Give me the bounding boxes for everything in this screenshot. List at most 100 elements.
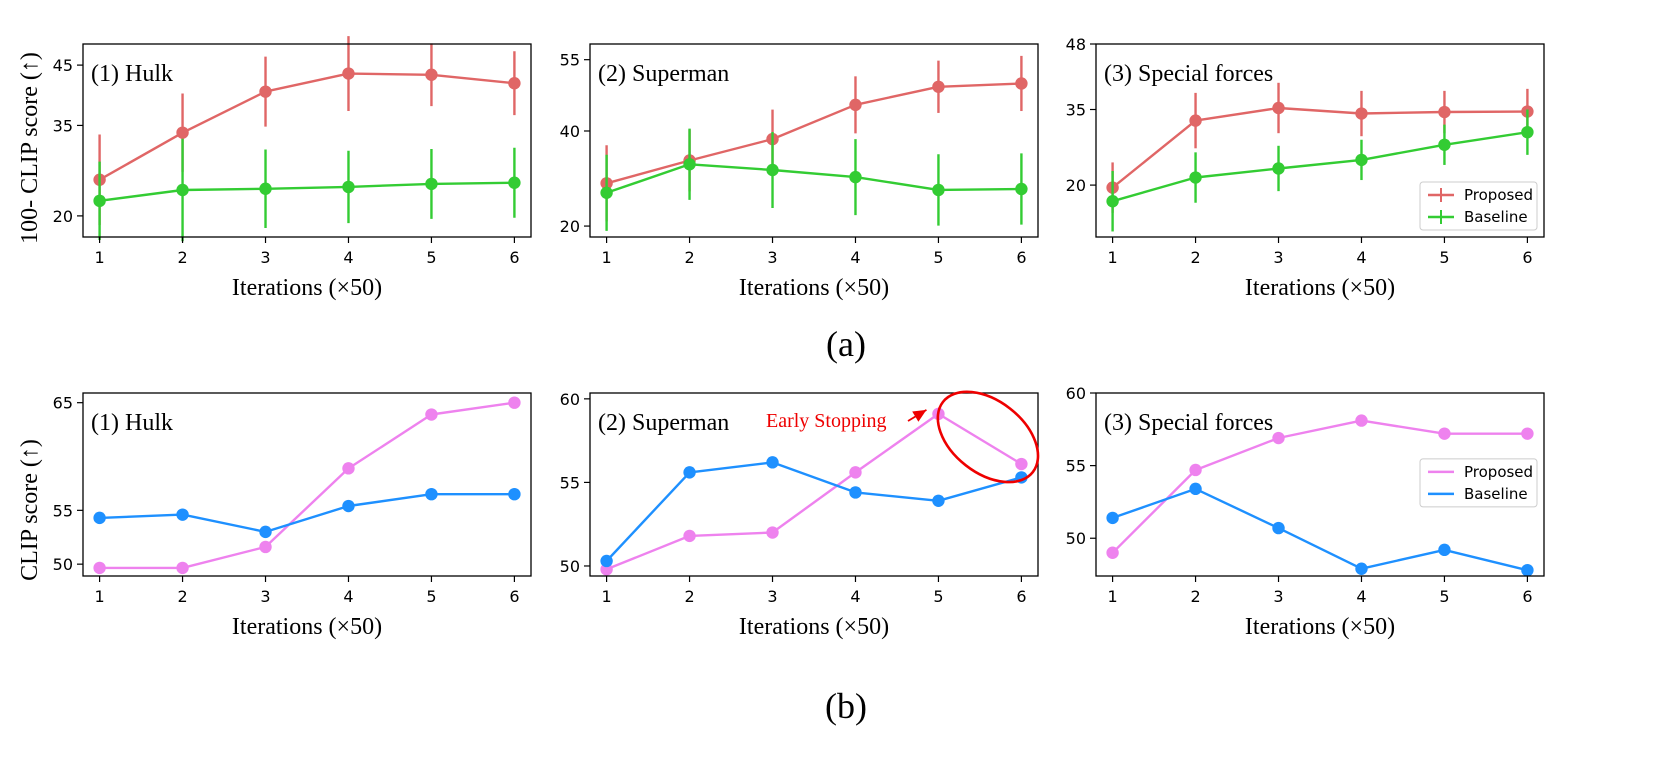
data-point-baseline-1	[1106, 195, 1119, 208]
x-tick-label: 2	[1190, 248, 1200, 267]
data-point-baseline-5	[425, 487, 438, 501]
x-axis-label: Iterations (×50)	[1245, 614, 1395, 640]
series-line-proposed	[99, 72, 515, 181]
annotation-early-stopping: Early Stopping	[766, 390, 1040, 484]
data-point-baseline-1	[1106, 511, 1119, 525]
x-tick-label: 2	[177, 248, 187, 267]
data-point-proposed-4	[849, 466, 862, 479]
chart-title: (3) Special forces	[1104, 61, 1273, 87]
data-point-proposed-2	[176, 561, 189, 575]
x-tick-label: 3	[767, 587, 777, 606]
x-tick-label: 5	[426, 587, 436, 606]
data-point-baseline-4	[1355, 562, 1368, 575]
series-line-baseline	[606, 163, 1022, 194]
plot-frame	[82, 392, 532, 577]
data-point-baseline-6	[1521, 125, 1534, 139]
data-point-baseline-6	[1521, 563, 1534, 577]
x-tick-label: 6	[1522, 248, 1532, 267]
data-point-proposed-5	[425, 408, 438, 421]
data-point-proposed-1	[1106, 546, 1119, 559]
data-point-proposed-4	[1355, 107, 1368, 120]
x-tick-label: 6	[1016, 587, 1026, 606]
data-point-proposed-6	[1015, 77, 1028, 90]
series-baseline	[93, 487, 521, 539]
series-line-proposed	[606, 412, 1023, 571]
x-tick-label: 2	[684, 587, 694, 606]
chart-title: (2) Superman	[598, 61, 729, 87]
plot-frame	[1095, 43, 1545, 238]
x-tick-label: 3	[260, 587, 270, 606]
data-point-baseline-4	[849, 486, 862, 499]
data-point-proposed-5	[1438, 105, 1451, 119]
data-point-proposed-4	[849, 98, 862, 112]
plot-frame	[82, 43, 532, 238]
x-tick-label: 2	[177, 587, 187, 606]
y-tick-label: 55	[1066, 457, 1086, 476]
chart-b-3: 1 2 3 4 5 6 50 55 60 Iterations (×50) (3) Special …	[1066, 384, 1545, 640]
x-tick-label: 2	[684, 248, 694, 267]
chart-b-1: 1 2 3 4 5 6 50 55 65 Iterations (×50) (1) Hulk	[53, 392, 532, 640]
x-tick-label: 4	[850, 248, 860, 267]
series-baseline	[1106, 482, 1534, 577]
y-tick-label: 60	[1066, 384, 1086, 403]
annotation-ellipse	[936, 390, 1040, 484]
data-point-baseline-3	[1272, 162, 1285, 175]
data-point-proposed-5	[1438, 427, 1451, 440]
data-point-proposed-2	[683, 529, 696, 543]
x-axis-label: Iterations (×50)	[232, 614, 382, 640]
x-tick-label: 4	[850, 587, 860, 606]
series-baseline	[93, 138, 521, 242]
data-point-proposed-2	[1189, 463, 1202, 477]
x-axis-label: Iterations (×50)	[1245, 275, 1395, 301]
data-point-proposed-3	[259, 540, 272, 554]
series-line-baseline	[1112, 487, 1528, 572]
data-point-baseline-1	[93, 511, 106, 525]
x-axis-label: Iterations (×50)	[739, 275, 889, 301]
y-tick-label: 20	[1066, 176, 1086, 195]
y-tick-label: 35	[1066, 101, 1086, 120]
series-proposed	[93, 396, 521, 575]
data-point-proposed-2	[1189, 114, 1202, 127]
data-point-baseline-1	[93, 194, 106, 208]
data-point-proposed-3	[1272, 101, 1285, 115]
series-line-baseline	[605, 461, 1022, 562]
annotation-text: Early Stopping	[766, 410, 887, 432]
data-point-baseline-5	[425, 177, 438, 191]
data-point-baseline-5	[932, 183, 945, 197]
data-point-baseline-1	[600, 186, 613, 199]
y-tick-label: 20	[560, 217, 580, 236]
data-point-proposed-3	[766, 526, 779, 539]
legend: Proposed Baseline	[1419, 458, 1538, 508]
legend-label-baseline: Baseline	[1464, 208, 1528, 226]
x-tick-label: 3	[260, 248, 270, 267]
data-point-proposed-2	[176, 126, 189, 139]
caption-b: (b)	[825, 686, 867, 726]
data-point-baseline-3	[1272, 521, 1285, 535]
data-point-proposed-1	[93, 561, 106, 575]
data-point-baseline-6	[508, 176, 521, 189]
data-point-baseline-1	[600, 554, 613, 568]
chart-a-2: 1 2 3 4 5 6 20 40 55 Iterations (×50) (2) Superman	[560, 43, 1039, 301]
data-point-baseline-2	[1189, 482, 1202, 496]
x-tick-label: 5	[933, 248, 943, 267]
data-point-proposed-6	[508, 396, 521, 409]
y-tick-label: 20	[53, 207, 73, 226]
y-tick-label: 55	[560, 51, 580, 70]
series-proposed	[1106, 82, 1534, 213]
data-point-baseline-2	[1189, 171, 1202, 184]
data-point-baseline-3	[766, 163, 779, 177]
data-point-baseline-4	[342, 499, 355, 513]
y-tick-label: 35	[53, 116, 73, 135]
data-point-proposed-6	[1015, 457, 1028, 471]
data-point-baseline-6	[508, 487, 521, 501]
series-line-baseline	[99, 493, 515, 534]
x-tick-label: 1	[601, 248, 611, 267]
x-tick-label: 4	[1356, 248, 1366, 267]
y-tick-label: 50	[560, 557, 580, 576]
x-tick-label: 5	[426, 248, 436, 267]
x-tick-label: 4	[343, 587, 353, 606]
data-point-proposed-6	[508, 77, 521, 90]
